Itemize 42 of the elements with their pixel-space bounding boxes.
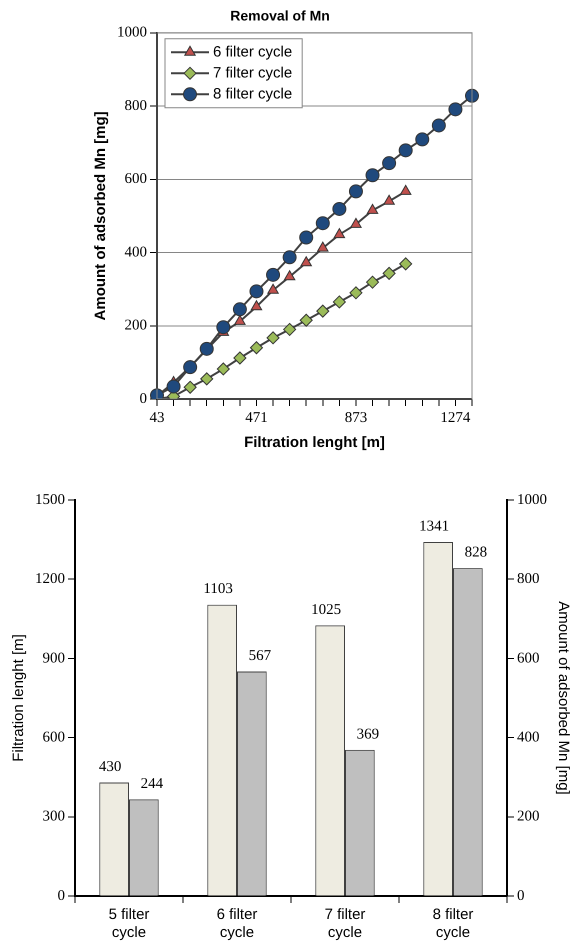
data-label: 369 (356, 726, 380, 742)
y-tick-label: 0 (140, 390, 147, 407)
y-axis-title: Filtration lenght [m] (10, 634, 28, 762)
data-label: 1341 (419, 518, 450, 534)
y2-tick-label: 0 (517, 888, 524, 904)
x-tick-label: 6 filter cycle (216, 906, 258, 942)
y-tick-label: 1200 (35, 571, 65, 588)
y-tick-label: 600 (124, 171, 147, 188)
legend-label: 8 filter cycle (213, 85, 292, 102)
y-tick-label: 1500 (35, 492, 65, 508)
x-axis-title: Filtration lenght [m] (244, 434, 385, 452)
data-label: 430 (98, 758, 122, 775)
x-tick-label: 873 (344, 410, 368, 426)
y-tick-label: 1000 (117, 24, 147, 41)
data-label: 567 (248, 648, 272, 664)
y2-axis-title: Amount of adsorbed Mn [mg] (554, 601, 572, 795)
x-tick-label: 471 (245, 410, 268, 426)
x-tick-label: 43 (150, 410, 164, 426)
y2-tick-label: 1000 (517, 492, 547, 508)
y2-tick-label: 600 (517, 650, 540, 666)
y2-tick-label: 200 (517, 808, 540, 825)
y-tick-label: 900 (42, 650, 65, 666)
y2-tick-label: 400 (517, 730, 540, 746)
y-axis-title: Amount of adsorbed Mn [mg] (92, 111, 110, 320)
x-tick-label: 7 filter cycle (324, 906, 366, 942)
y-tick-label: 400 (124, 244, 147, 260)
y2-tick-label: 800 (517, 571, 540, 588)
x-tick-label: 1274 (440, 410, 471, 426)
data-label: 244 (140, 776, 164, 792)
chart-title: Removal of Mn (230, 7, 330, 24)
y-tick-label: 0 (58, 888, 65, 904)
y-tick-label: 600 (42, 730, 65, 746)
y-tick-label: 300 (42, 808, 65, 825)
data-label: 1025 (311, 602, 342, 618)
data-label: 1103 (203, 581, 233, 598)
legend-label: 7 filter cycle (213, 64, 292, 82)
y-tick-label: 800 (124, 98, 147, 114)
data-label: 828 (464, 544, 488, 561)
y-tick-label: 200 (124, 318, 147, 334)
legend-label: 6 filter cycle (213, 43, 292, 60)
x-tick-label: 8 filter cycle (432, 906, 474, 942)
x-tick-label: 5 filter cycle (108, 906, 150, 942)
